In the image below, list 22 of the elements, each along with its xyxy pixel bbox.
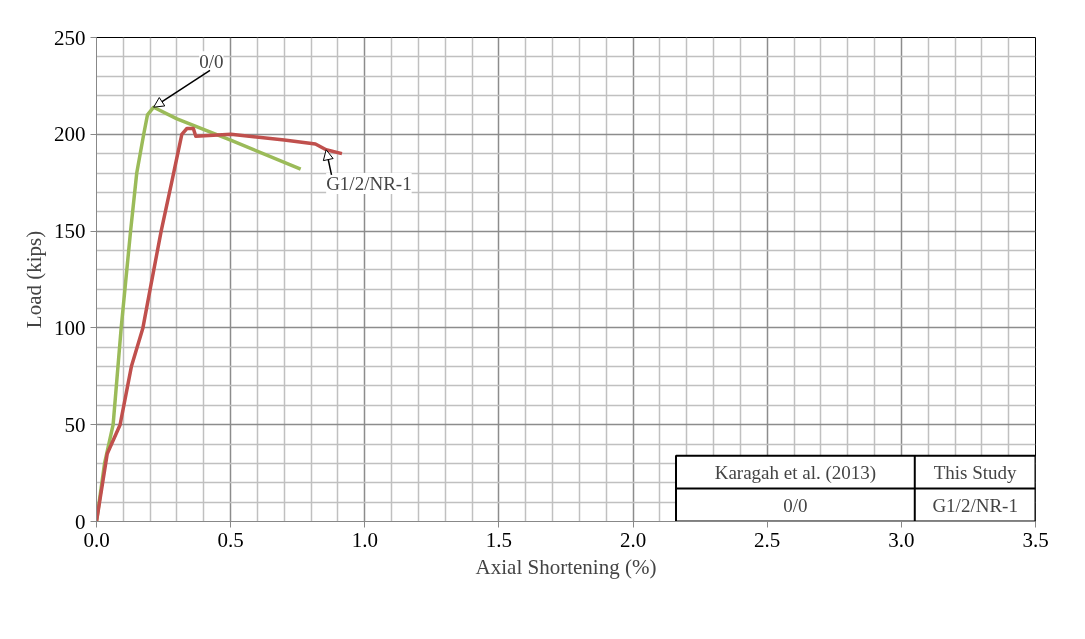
y-tick-label: 0: [75, 509, 86, 534]
y-tick-label: 150: [54, 219, 86, 244]
x-tick-label: 1.5: [485, 527, 513, 552]
x-tick-label: 2.5: [754, 527, 781, 552]
annotation: This Study: [933, 461, 1018, 483]
annotation: 0/0: [783, 494, 808, 516]
y-axis-title: Load (kips): [22, 230, 46, 329]
series-label: G1/2/NR-1: [326, 173, 412, 195]
annotation: G1/2/NR-1: [932, 494, 1018, 516]
y-tick-label: 50: [64, 412, 86, 437]
x-tick-label: 1.0: [351, 527, 378, 552]
x-axis-title: Axial Shortening (%): [475, 554, 657, 579]
y-tick-label: 100: [54, 315, 86, 340]
annotation: Karagah et al. (2013): [714, 461, 877, 484]
text: 0/0: [199, 51, 224, 73]
x-tick-label: 3.0: [888, 527, 915, 552]
x-tick-label: 2.0: [619, 527, 647, 552]
x-tick-label: 3.5: [1022, 527, 1049, 552]
y-tick-label: 200: [54, 122, 86, 147]
x-tick-label: 0.0: [83, 527, 110, 552]
y-tick-label: 250: [54, 25, 86, 50]
x-tick-label: 0.5: [217, 527, 244, 552]
